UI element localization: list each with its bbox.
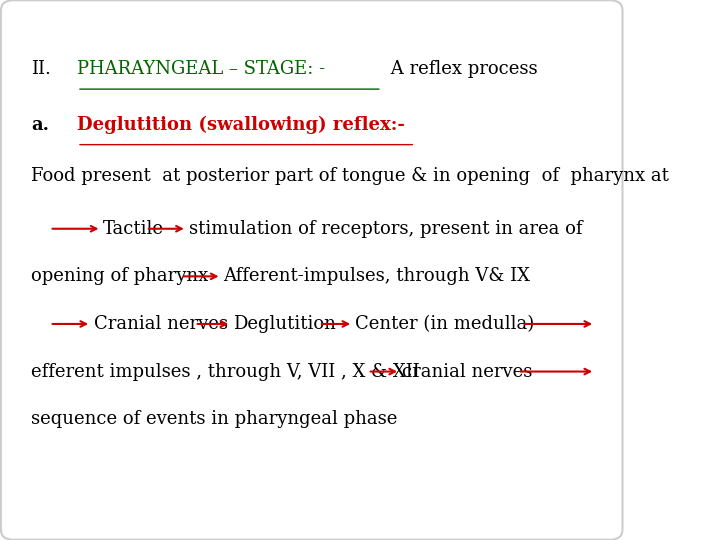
- Text: Tactile: Tactile: [103, 220, 164, 238]
- Text: stimulation of receptors, present in area of: stimulation of receptors, present in are…: [189, 220, 582, 238]
- FancyBboxPatch shape: [1, 0, 623, 540]
- Text: PHARAYNGEAL – STAGE: -: PHARAYNGEAL – STAGE: -: [77, 60, 325, 78]
- Text: Cranial nerves: Cranial nerves: [94, 315, 228, 333]
- Text: efferent impulses , through V, VII , X & XII: efferent impulses , through V, VII , X &…: [32, 362, 420, 381]
- Text: Afferent-impulses, through V& IX: Afferent-impulses, through V& IX: [223, 267, 531, 285]
- Text: a.: a.: [32, 116, 50, 133]
- Text: II.: II.: [32, 60, 51, 78]
- Text: Deglutition: Deglutition: [233, 315, 336, 333]
- Text: opening of pharynx: opening of pharynx: [32, 267, 209, 285]
- Text: Center (in medulla): Center (in medulla): [355, 315, 534, 333]
- Text: A reflex process: A reflex process: [384, 60, 537, 78]
- Text: cranial nerves: cranial nerves: [402, 362, 532, 381]
- Text: Food present  at posterior part of tongue & in opening  of  pharynx at: Food present at posterior part of tongue…: [32, 167, 669, 185]
- Text: sequence of events in pharyngeal phase: sequence of events in pharyngeal phase: [32, 410, 397, 428]
- Text: Deglutition (swallowing) reflex:-: Deglutition (swallowing) reflex:-: [77, 116, 405, 134]
